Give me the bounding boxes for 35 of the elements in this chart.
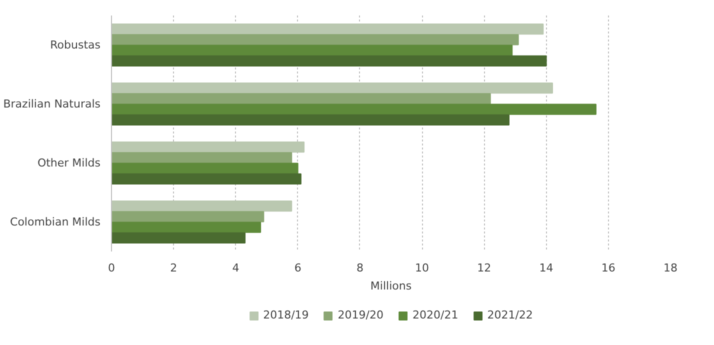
x-tick-label: 8 bbox=[356, 262, 364, 274]
bar bbox=[112, 222, 262, 233]
bar bbox=[112, 114, 510, 126]
y-tick-label: Brazilian Naturals bbox=[3, 98, 101, 110]
bar bbox=[112, 34, 519, 46]
x-axis-title: Millions bbox=[370, 280, 412, 292]
x-tick-label: 6 bbox=[294, 262, 302, 274]
bar bbox=[112, 232, 246, 244]
x-tick-label: 14 bbox=[539, 262, 554, 274]
bar bbox=[112, 211, 264, 222]
x-tick-label: 2 bbox=[170, 262, 178, 274]
x-tick-label: 12 bbox=[477, 262, 492, 274]
legend-label: 2021/22 bbox=[487, 308, 533, 322]
bar bbox=[112, 44, 513, 56]
x-tick-label: 4 bbox=[232, 262, 240, 274]
y-tick-label: Colombian Milds bbox=[10, 216, 101, 228]
bar bbox=[112, 104, 596, 115]
bar bbox=[112, 173, 302, 184]
bar bbox=[112, 24, 544, 35]
x-tick-label: 0 bbox=[108, 262, 115, 274]
bar bbox=[112, 152, 292, 164]
bar bbox=[112, 200, 292, 212]
bar bbox=[112, 142, 305, 153]
bar bbox=[112, 162, 298, 174]
bar bbox=[112, 55, 547, 66]
x-tick-label: 18 bbox=[664, 262, 678, 274]
legend-label: 2019/20 bbox=[338, 308, 384, 322]
y-tick-label: Robustas bbox=[50, 38, 101, 52]
x-tick-label: 10 bbox=[415, 262, 430, 274]
x-tick-label: 16 bbox=[601, 262, 616, 274]
legend-label: 2018/19 bbox=[263, 308, 309, 322]
legend-label: 2020/21 bbox=[412, 308, 458, 322]
y-tick-label: Other Milds bbox=[37, 156, 101, 170]
bar bbox=[112, 82, 553, 94]
bar bbox=[112, 93, 491, 104]
